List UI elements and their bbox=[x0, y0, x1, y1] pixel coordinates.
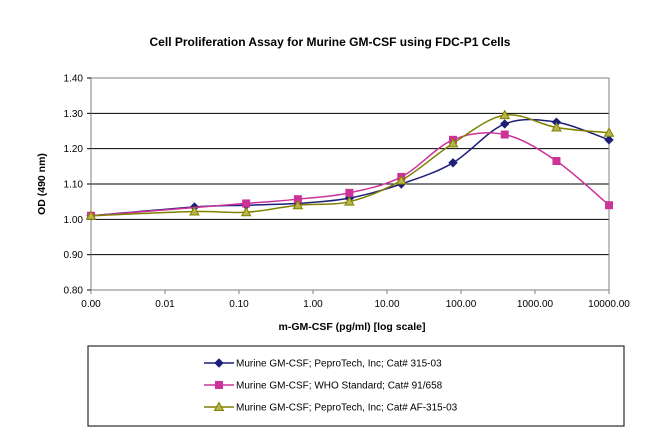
x-tick-label: 10.00 bbox=[374, 299, 399, 310]
y-axis-label: OD (490 nm) bbox=[36, 153, 48, 215]
data-point bbox=[189, 206, 200, 216]
y-tick-label: 1.30 bbox=[64, 109, 84, 120]
data-point bbox=[242, 199, 251, 208]
data-point bbox=[345, 188, 354, 197]
legend-entry: Murine GM-CSF; PeproTech, Inc; Cat# 315-… bbox=[204, 358, 442, 370]
series-group bbox=[85, 109, 615, 221]
legend: Murine GM-CSF; PeproTech, Inc; Cat# 315-… bbox=[87, 345, 625, 427]
data-point bbox=[500, 119, 510, 129]
y-tick-label: 1.00 bbox=[64, 215, 84, 226]
legend-entry: Murine GM-CSF; PeproTech, Inc; Cat# AF-3… bbox=[204, 401, 458, 414]
y-tick-label: 0.80 bbox=[64, 286, 84, 297]
legend-marker bbox=[215, 381, 223, 389]
data-point bbox=[500, 130, 509, 139]
tick-labels: 0.80 0.90 1.00 1.10 1.20 1.30 1.40 0.00 0.01 0.10… bbox=[64, 74, 631, 311]
x-tick-label: 10000.00 bbox=[588, 299, 630, 310]
data-point bbox=[344, 196, 355, 206]
legend-entry: Murine GM-CSF; WHO Standard; Cat# 91/658 bbox=[204, 381, 443, 392]
series-2 bbox=[87, 130, 613, 220]
series-line bbox=[90, 114, 610, 217]
x-tick-label: 0.00 bbox=[81, 299, 101, 310]
legend-box bbox=[87, 345, 625, 427]
data-point bbox=[448, 158, 458, 168]
data-point bbox=[551, 121, 562, 132]
x-tick-label: 0.10 bbox=[229, 299, 249, 310]
x-tick-label: 1000.00 bbox=[517, 299, 554, 310]
x-tick-label: 100.00 bbox=[446, 299, 477, 310]
legend-label: Murine GM-CSF; PeproTech, Inc; Cat# 315-… bbox=[236, 359, 442, 370]
data-point bbox=[552, 157, 561, 166]
y-tick-label: 1.10 bbox=[64, 180, 84, 191]
data-point bbox=[292, 199, 304, 210]
x-tick-label: 1.00 bbox=[303, 299, 323, 310]
legend-marker bbox=[214, 358, 224, 368]
data-point bbox=[499, 109, 511, 120]
x-axis-label: m-GM-CSF (pg/ml) [log scale] bbox=[279, 321, 426, 333]
data-point bbox=[240, 206, 252, 217]
x-tick-label: 0.01 bbox=[155, 299, 175, 310]
legend-label: Murine GM-CSF; PeproTech, Inc; Cat# AF-3… bbox=[236, 403, 458, 414]
chart-title: Cell Proliferation Assay for Murine GM-C… bbox=[150, 35, 511, 49]
legend-label: Murine GM-CSF; WHO Standard; Cat# 91/658 bbox=[236, 381, 443, 392]
data-point bbox=[605, 201, 613, 210]
data-point bbox=[447, 137, 459, 148]
data-point bbox=[604, 135, 614, 145]
y-tick-label: 1.20 bbox=[64, 144, 84, 155]
y-tick-label: 0.90 bbox=[64, 250, 84, 261]
data-point bbox=[85, 210, 97, 220]
data-point bbox=[395, 174, 407, 185]
y-tick-label: 1.40 bbox=[64, 74, 84, 85]
gridlines bbox=[91, 77, 609, 291]
legend-marker bbox=[213, 401, 225, 411]
data-point bbox=[603, 127, 615, 137]
series-3 bbox=[85, 109, 615, 220]
